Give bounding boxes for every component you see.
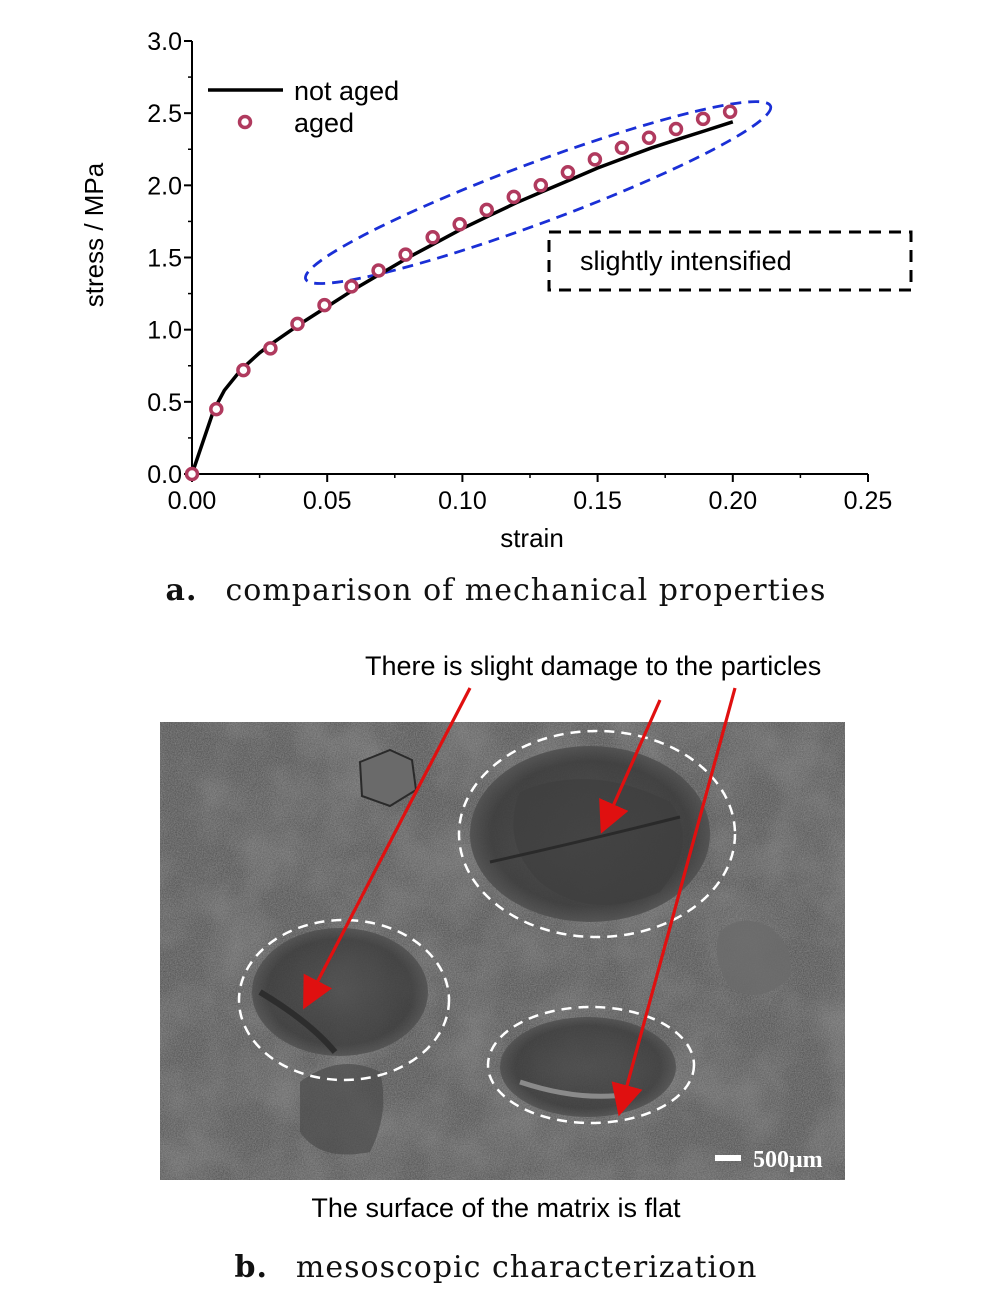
sem-top-note: There is slight damage to the particles bbox=[365, 651, 822, 681]
x-tick-label: 0.10 bbox=[438, 487, 487, 515]
aged-data-point bbox=[398, 247, 413, 262]
aged-data-point bbox=[695, 111, 711, 127]
annotation-box: slightly intensified bbox=[547, 230, 913, 292]
sem-texture: 500μm bbox=[160, 722, 845, 1180]
series-not-aged-line bbox=[190, 120, 734, 475]
aged-data-point bbox=[344, 279, 359, 294]
y-tick-label: 1.0 bbox=[147, 317, 182, 345]
aged-data-point bbox=[452, 217, 467, 232]
x-tick-label: 0.20 bbox=[708, 487, 757, 515]
y-tick-label: 3.0 bbox=[147, 28, 182, 56]
legend-label-not-aged: not aged bbox=[294, 76, 399, 106]
y-tick-label: 2.5 bbox=[147, 100, 182, 128]
caption-a-letter: a. bbox=[165, 573, 198, 608]
x-tick-label: 0.05 bbox=[303, 487, 352, 515]
y-tick-label: 1.5 bbox=[147, 245, 182, 273]
y-tick-label: 0.0 bbox=[147, 461, 182, 489]
aged-data-point bbox=[587, 152, 603, 167]
caption-b-text: mesoscopic characterization bbox=[295, 1250, 758, 1285]
aged-data-point bbox=[236, 362, 251, 378]
aged-data-point bbox=[506, 189, 522, 205]
aged-data-point bbox=[479, 202, 494, 218]
aged-data-point bbox=[209, 401, 224, 417]
scale-bar-label: 500μm bbox=[753, 1147, 823, 1173]
sem-bottom-note: The surface of the matrix is flat bbox=[311, 1193, 681, 1223]
aged-data-point bbox=[668, 121, 684, 137]
aged-data-point bbox=[722, 104, 738, 119]
x-tick-label: 0.25 bbox=[844, 487, 893, 515]
y-tick-label: 0.5 bbox=[147, 389, 182, 417]
aged-data-point bbox=[371, 263, 386, 278]
sem-micrograph: 500μm bbox=[160, 722, 845, 1180]
aged-data-point bbox=[614, 140, 630, 156]
legend-label-aged: aged bbox=[294, 108, 354, 138]
aged-data-point bbox=[184, 466, 200, 482]
highlight-ellipse bbox=[304, 100, 773, 285]
y-tick-label: 2.0 bbox=[147, 172, 182, 200]
x-axis-title: strain bbox=[500, 523, 564, 553]
legend-marker-swatch bbox=[237, 114, 253, 130]
x-tick-label: 0.15 bbox=[573, 487, 622, 515]
caption-a-text: comparison of mechanical properties bbox=[225, 573, 827, 608]
aged-data-point bbox=[641, 130, 657, 145]
aged-data-point bbox=[560, 165, 576, 180]
caption-b-letter: b. bbox=[234, 1250, 268, 1285]
aged-data-point bbox=[290, 316, 305, 332]
legend: not aged aged bbox=[208, 76, 399, 138]
stress-strain-chart: 0.00 0.05 0.10 0.15 0.20 0.25 0.0 0.5 1.0 1.5 2.0 2… bbox=[79, 28, 913, 553]
y-axis-title: stress / MPa bbox=[79, 162, 109, 307]
aged-data-point bbox=[533, 178, 549, 193]
aged-data-point bbox=[425, 230, 440, 245]
caption-b: b. mesoscopic characterization bbox=[0, 1250, 992, 1285]
aged-data-point bbox=[263, 341, 278, 356]
annotation-box-label: slightly intensified bbox=[580, 246, 792, 276]
x-tick-label: 0.00 bbox=[168, 487, 217, 515]
annotation-box-frame bbox=[547, 230, 913, 292]
aged-data-point bbox=[317, 297, 332, 313]
series-layer bbox=[184, 104, 738, 482]
caption-a: a. comparison of mechanical properties bbox=[0, 573, 992, 608]
scale-bar bbox=[715, 1155, 741, 1161]
axes: 0.00 0.05 0.10 0.15 0.20 0.25 0.0 0.5 1.0 1.5 2.0 2… bbox=[147, 28, 892, 515]
highlight-ellipse-shape bbox=[304, 100, 773, 285]
